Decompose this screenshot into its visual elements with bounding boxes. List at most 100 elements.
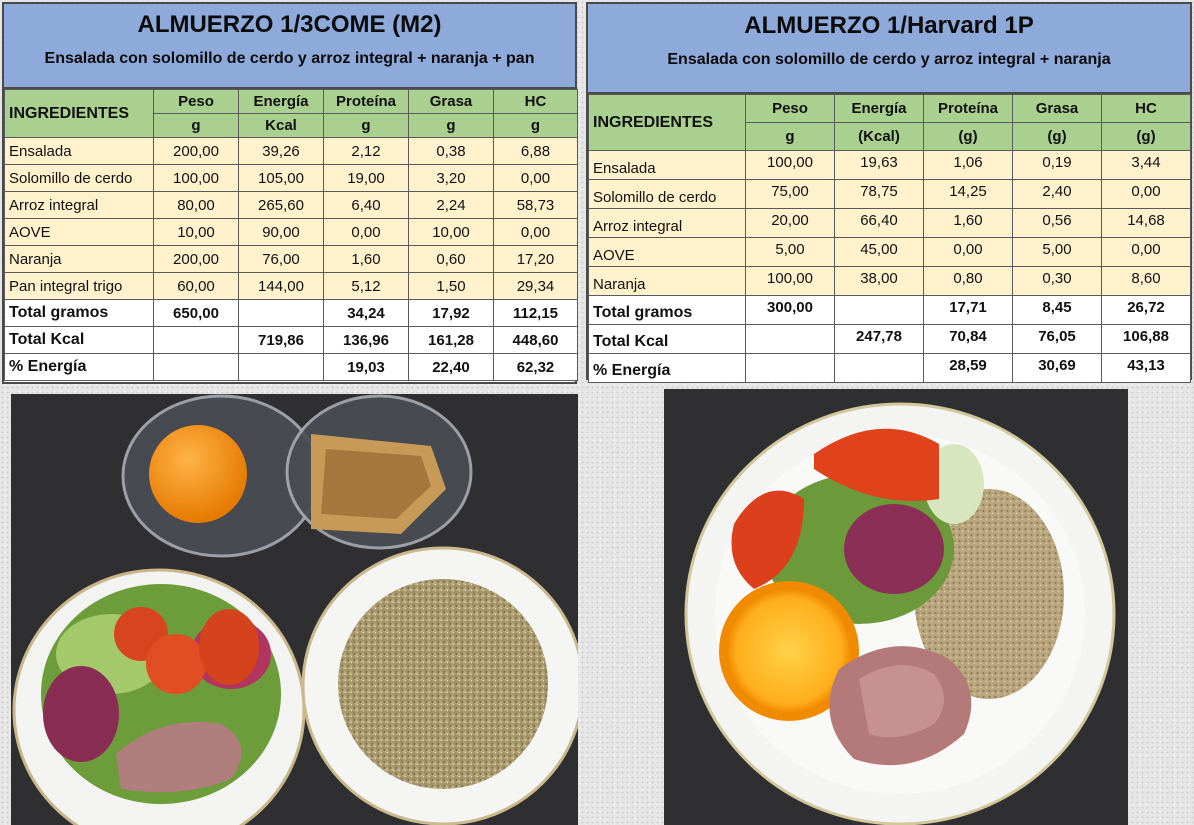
value-cell: 0,80 [923, 266, 1013, 296]
header-row: INGREDIENTES Peso Energía Proteína Grasa… [588, 94, 1191, 151]
ingredient-name: Total Kcal [588, 324, 746, 354]
unit-header: g [323, 113, 409, 138]
value-cell [153, 353, 239, 381]
value-cell: 6,88 [493, 137, 578, 165]
value-cell: 14,25 [923, 179, 1013, 209]
table-row: Total gramos 300,00 17,71 8,45 26,72 [588, 295, 1191, 325]
value-cell: 17,92 [408, 299, 494, 327]
value-cell: 34,24 [323, 299, 409, 327]
value-cell: 78,75 [834, 179, 924, 209]
table-row: Ensalada 200,00 39,26 2,12 0,38 6,88 [4, 137, 578, 165]
unit-header: (g) [1101, 122, 1191, 151]
value-cell: 0,00 [923, 237, 1013, 267]
table-row: Pan integral trigo 60,00 144,00 5,12 1,50 29,… [4, 272, 578, 300]
value-cell: 144,00 [238, 272, 324, 300]
table-row: Solomillo de cerdo 75,00 78,75 14,25 2,40 0,0… [588, 179, 1191, 209]
table-row: AOVE 10,00 90,00 0,00 10,00 0,00 [4, 218, 578, 246]
table-row: Naranja 200,00 76,00 1,60 0,60 17,20 [4, 245, 578, 273]
value-cell: 58,73 [493, 191, 578, 219]
column-header: HC [1101, 94, 1191, 123]
column-header: Peso [745, 94, 835, 123]
ingredient-name: Total Kcal [4, 326, 154, 354]
value-cell: 19,00 [323, 164, 409, 192]
nutrition-table: INGREDIENTES Peso Energía Proteína Grasa… [588, 94, 1191, 383]
value-cell: 0,56 [1012, 208, 1102, 238]
panel-subtitle: Ensalada con solomillo de cerdo y arroz … [44, 50, 535, 67]
ingredient-name: Pan integral trigo [4, 272, 154, 300]
unit-header: (Kcal) [834, 122, 924, 151]
value-cell: 100,00 [153, 164, 239, 192]
value-cell: 2,12 [323, 137, 409, 165]
ingredient-name: % Energía [4, 353, 154, 381]
table-row: Total Kcal 719,86 136,96 161,28 448,60 [4, 326, 578, 354]
value-cell: 8,60 [1101, 266, 1191, 296]
meal-photo-left [11, 394, 578, 825]
total-rows: Total gramos 300,00 17,71 8,45 26,72 Total Kc… [588, 295, 1191, 383]
value-cell: 66,40 [834, 208, 924, 238]
value-cell: 19,03 [323, 353, 409, 381]
value-cell: 60,00 [153, 272, 239, 300]
value-cell: 200,00 [153, 137, 239, 165]
header-row: INGREDIENTES Peso Energía Proteína Grasa… [4, 89, 578, 138]
unit-header: g [153, 113, 239, 138]
value-cell: 0,19 [1012, 150, 1102, 180]
unit-header: (g) [923, 122, 1013, 151]
value-cell: 300,00 [745, 295, 835, 325]
value-cell [745, 324, 835, 354]
ingredient-name: Arroz integral [588, 208, 746, 238]
value-cell: 5,12 [323, 272, 409, 300]
value-cell: 5,00 [1012, 237, 1102, 267]
value-cell: 19,63 [834, 150, 924, 180]
ingredient-name: Solomillo de cerdo [4, 164, 154, 192]
column-header: Peso [153, 89, 239, 114]
value-cell: 6,40 [323, 191, 409, 219]
value-cell [745, 353, 835, 383]
value-cell: 17,20 [493, 245, 578, 273]
value-cell: 0,00 [493, 218, 578, 246]
value-cell [834, 353, 924, 383]
ingredient-name: AOVE [4, 218, 154, 246]
value-cell: 0,60 [408, 245, 494, 273]
table-row: % Energía 28,59 30,69 43,13 [588, 353, 1191, 383]
value-cell: 76,05 [1012, 324, 1102, 354]
table-row: Total Kcal 247,78 70,84 76,05 106,88 [588, 324, 1191, 354]
value-cell: 10,00 [153, 218, 239, 246]
value-cell: 0,00 [1101, 179, 1191, 209]
table-row: Solomillo de cerdo 100,00 105,00 19,00 3,20 0… [4, 164, 578, 192]
value-cell [153, 326, 239, 354]
value-cell: 1,06 [923, 150, 1013, 180]
value-cell: 650,00 [153, 299, 239, 327]
nutrition-panel-right: ALMUERZO 1/Harvard 1P Ensalada con solom… [586, 2, 1192, 383]
meal-photo-right [664, 389, 1128, 825]
unit-row: g Kcal g g g [5, 113, 578, 138]
unit-header: Kcal [238, 113, 324, 138]
value-cell: 43,13 [1101, 353, 1191, 383]
value-cell: 100,00 [745, 266, 835, 296]
unit-header: (g) [1012, 122, 1102, 151]
value-cell: 136,96 [323, 326, 409, 354]
ingredient-name: Naranja [588, 266, 746, 296]
value-cell: 38,00 [834, 266, 924, 296]
value-cell: 247,78 [834, 324, 924, 354]
value-cell: 80,00 [153, 191, 239, 219]
nutrition-table: INGREDIENTES Peso Energía Proteína Grasa… [4, 89, 578, 381]
value-cell: 106,88 [1101, 324, 1191, 354]
table-row: AOVE 5,00 45,00 0,00 5,00 0,00 [588, 237, 1191, 267]
ingredients-header: INGREDIENTES [4, 89, 154, 138]
value-cell: 10,00 [408, 218, 494, 246]
table-row: Naranja 100,00 38,00 0,80 0,30 8,60 [588, 266, 1191, 296]
panel-title: ALMUERZO 1/Harvard 1P [744, 12, 1034, 39]
title-box: ALMUERZO 1/Harvard 1P Ensalada con solom… [588, 4, 1190, 94]
value-cell: 75,00 [745, 179, 835, 209]
value-cell: 5,00 [745, 237, 835, 267]
title-box: ALMUERZO 1/3COME (M2) Ensalada con solom… [4, 4, 575, 89]
ingredient-name: Solomillo de cerdo [588, 179, 746, 209]
value-cell: 29,34 [493, 272, 578, 300]
value-cell [238, 299, 324, 327]
column-header: Grasa [1012, 94, 1102, 123]
column-header: Grasa [408, 89, 494, 114]
value-cell: 0,38 [408, 137, 494, 165]
value-cell: 448,60 [493, 326, 578, 354]
table-row: Total gramos 650,00 34,24 17,92 112,15 [4, 299, 578, 327]
value-cell: 265,60 [238, 191, 324, 219]
